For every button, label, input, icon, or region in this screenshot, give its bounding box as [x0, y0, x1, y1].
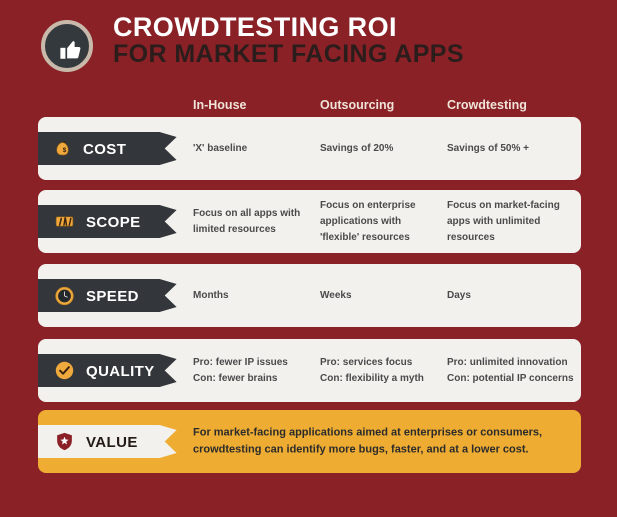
svg-text:$: $: [63, 147, 67, 154]
